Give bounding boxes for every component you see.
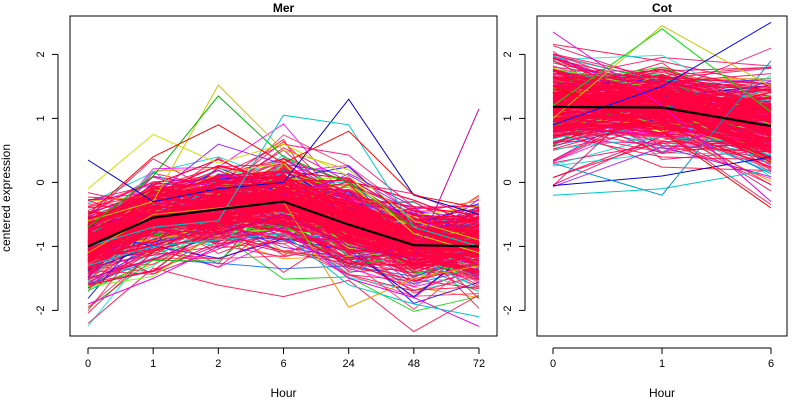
profile-line (552, 109, 772, 134)
profile-line (87, 196, 480, 257)
profile-line (552, 90, 772, 110)
y-axis-label: centered expression (0, 144, 13, 252)
outlier-profile-line (552, 169, 772, 196)
outlier-profile-line (552, 28, 772, 113)
x-tick-label: 24 (343, 358, 355, 370)
mean-line (87, 200, 480, 248)
profile-line (87, 170, 480, 235)
outlier-profile-line (87, 133, 480, 254)
y-tick-label: 1 (502, 115, 514, 121)
outlier-profile-line (552, 21, 772, 126)
profile-line (552, 114, 772, 160)
profile-line (87, 186, 480, 261)
profile-line (87, 222, 480, 275)
x-tick-label: 2 (215, 358, 221, 370)
plot-frame (69, 15, 498, 337)
y-tick-label: -1 (35, 242, 47, 252)
outlier-profile-line (552, 24, 772, 119)
x-tick-label: 6 (768, 358, 774, 370)
x-tick-label: 6 (280, 358, 286, 370)
profile-line (87, 183, 480, 237)
y-tick-label: 2 (502, 51, 514, 57)
outlier-profile-line (87, 226, 480, 327)
profile-line (87, 176, 480, 253)
profile-line (87, 147, 480, 223)
outlier-profile-line (87, 108, 480, 279)
outlier-profile-line (87, 233, 480, 318)
profile-line (552, 77, 772, 99)
profile-line (87, 231, 480, 282)
profile-line (552, 71, 772, 91)
profile-line (552, 95, 772, 104)
profile-line (87, 233, 480, 291)
profile-line (552, 121, 772, 154)
plot-area (552, 21, 772, 209)
profile-line (553, 67, 772, 72)
y-tick-label: -2 (502, 306, 514, 316)
y-tick-label: 1 (35, 115, 47, 121)
mean-line (552, 105, 772, 128)
profile-line (552, 76, 772, 85)
panel-title: Mer (273, 1, 295, 15)
profile-line (552, 118, 772, 148)
outlier-profile-line (552, 31, 772, 202)
profile-line (87, 197, 480, 251)
y-tick-label: 0 (35, 179, 47, 185)
outlier-profile-line (87, 124, 480, 215)
x-axis-label: Hour (649, 386, 675, 400)
outlier-profile-line (552, 85, 772, 209)
x-tick-label: 48 (408, 358, 420, 370)
profile-line (87, 204, 480, 242)
x-tick-label: 1 (659, 358, 665, 370)
profile-line (552, 124, 772, 168)
panel-cot: Cot 0 1 6 Hour -2 -1 0 1 2 (502, 1, 788, 400)
x-tick-label: 0 (550, 358, 556, 370)
y-tick-label: -2 (35, 306, 47, 316)
outlier-profile-line (87, 114, 480, 247)
profile-line (87, 192, 480, 269)
outlier-profile-line (552, 60, 772, 196)
profile-line (552, 92, 772, 114)
profile-line (552, 94, 772, 118)
profile-line (552, 116, 772, 141)
outlier-profile-line (552, 156, 772, 187)
y-tick-label: -1 (502, 242, 514, 252)
profile-line (552, 43, 772, 87)
panel-title: Cot (652, 1, 672, 15)
x-axis-label: Hour (270, 386, 296, 400)
profile-line (552, 133, 772, 164)
panel-mer: Mer 0 1 2 6 24 48 72 Hour -2 -1 0 1 2 (35, 1, 498, 400)
profile-line (87, 267, 480, 333)
x-tick-label: 1 (150, 358, 156, 370)
y-tick-label: 0 (502, 179, 514, 185)
y-tick-label: 2 (35, 51, 47, 57)
profile-line (87, 190, 480, 236)
plot-area (87, 84, 480, 333)
plot-frame (536, 15, 788, 337)
x-tick-label: 0 (85, 358, 91, 370)
profile-line (87, 187, 480, 254)
x-tick-label: 72 (473, 358, 485, 370)
profile-line (87, 172, 480, 265)
